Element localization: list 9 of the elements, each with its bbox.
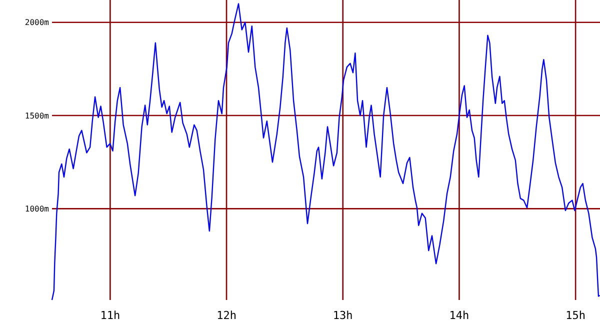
y-tick-label: 1000m [24, 204, 50, 214]
x-tick-label: 12h [216, 309, 236, 322]
x-tick-label: 14h [449, 309, 470, 322]
line-series [51, 3, 600, 301]
x-tick-label: 11h [100, 309, 120, 322]
y-tick-label: 1500m [24, 111, 50, 120]
x-tick-label: 15h [566, 309, 586, 322]
x-tick-label: 13h [332, 309, 353, 322]
y-tick-label: 2000m [24, 18, 50, 28]
